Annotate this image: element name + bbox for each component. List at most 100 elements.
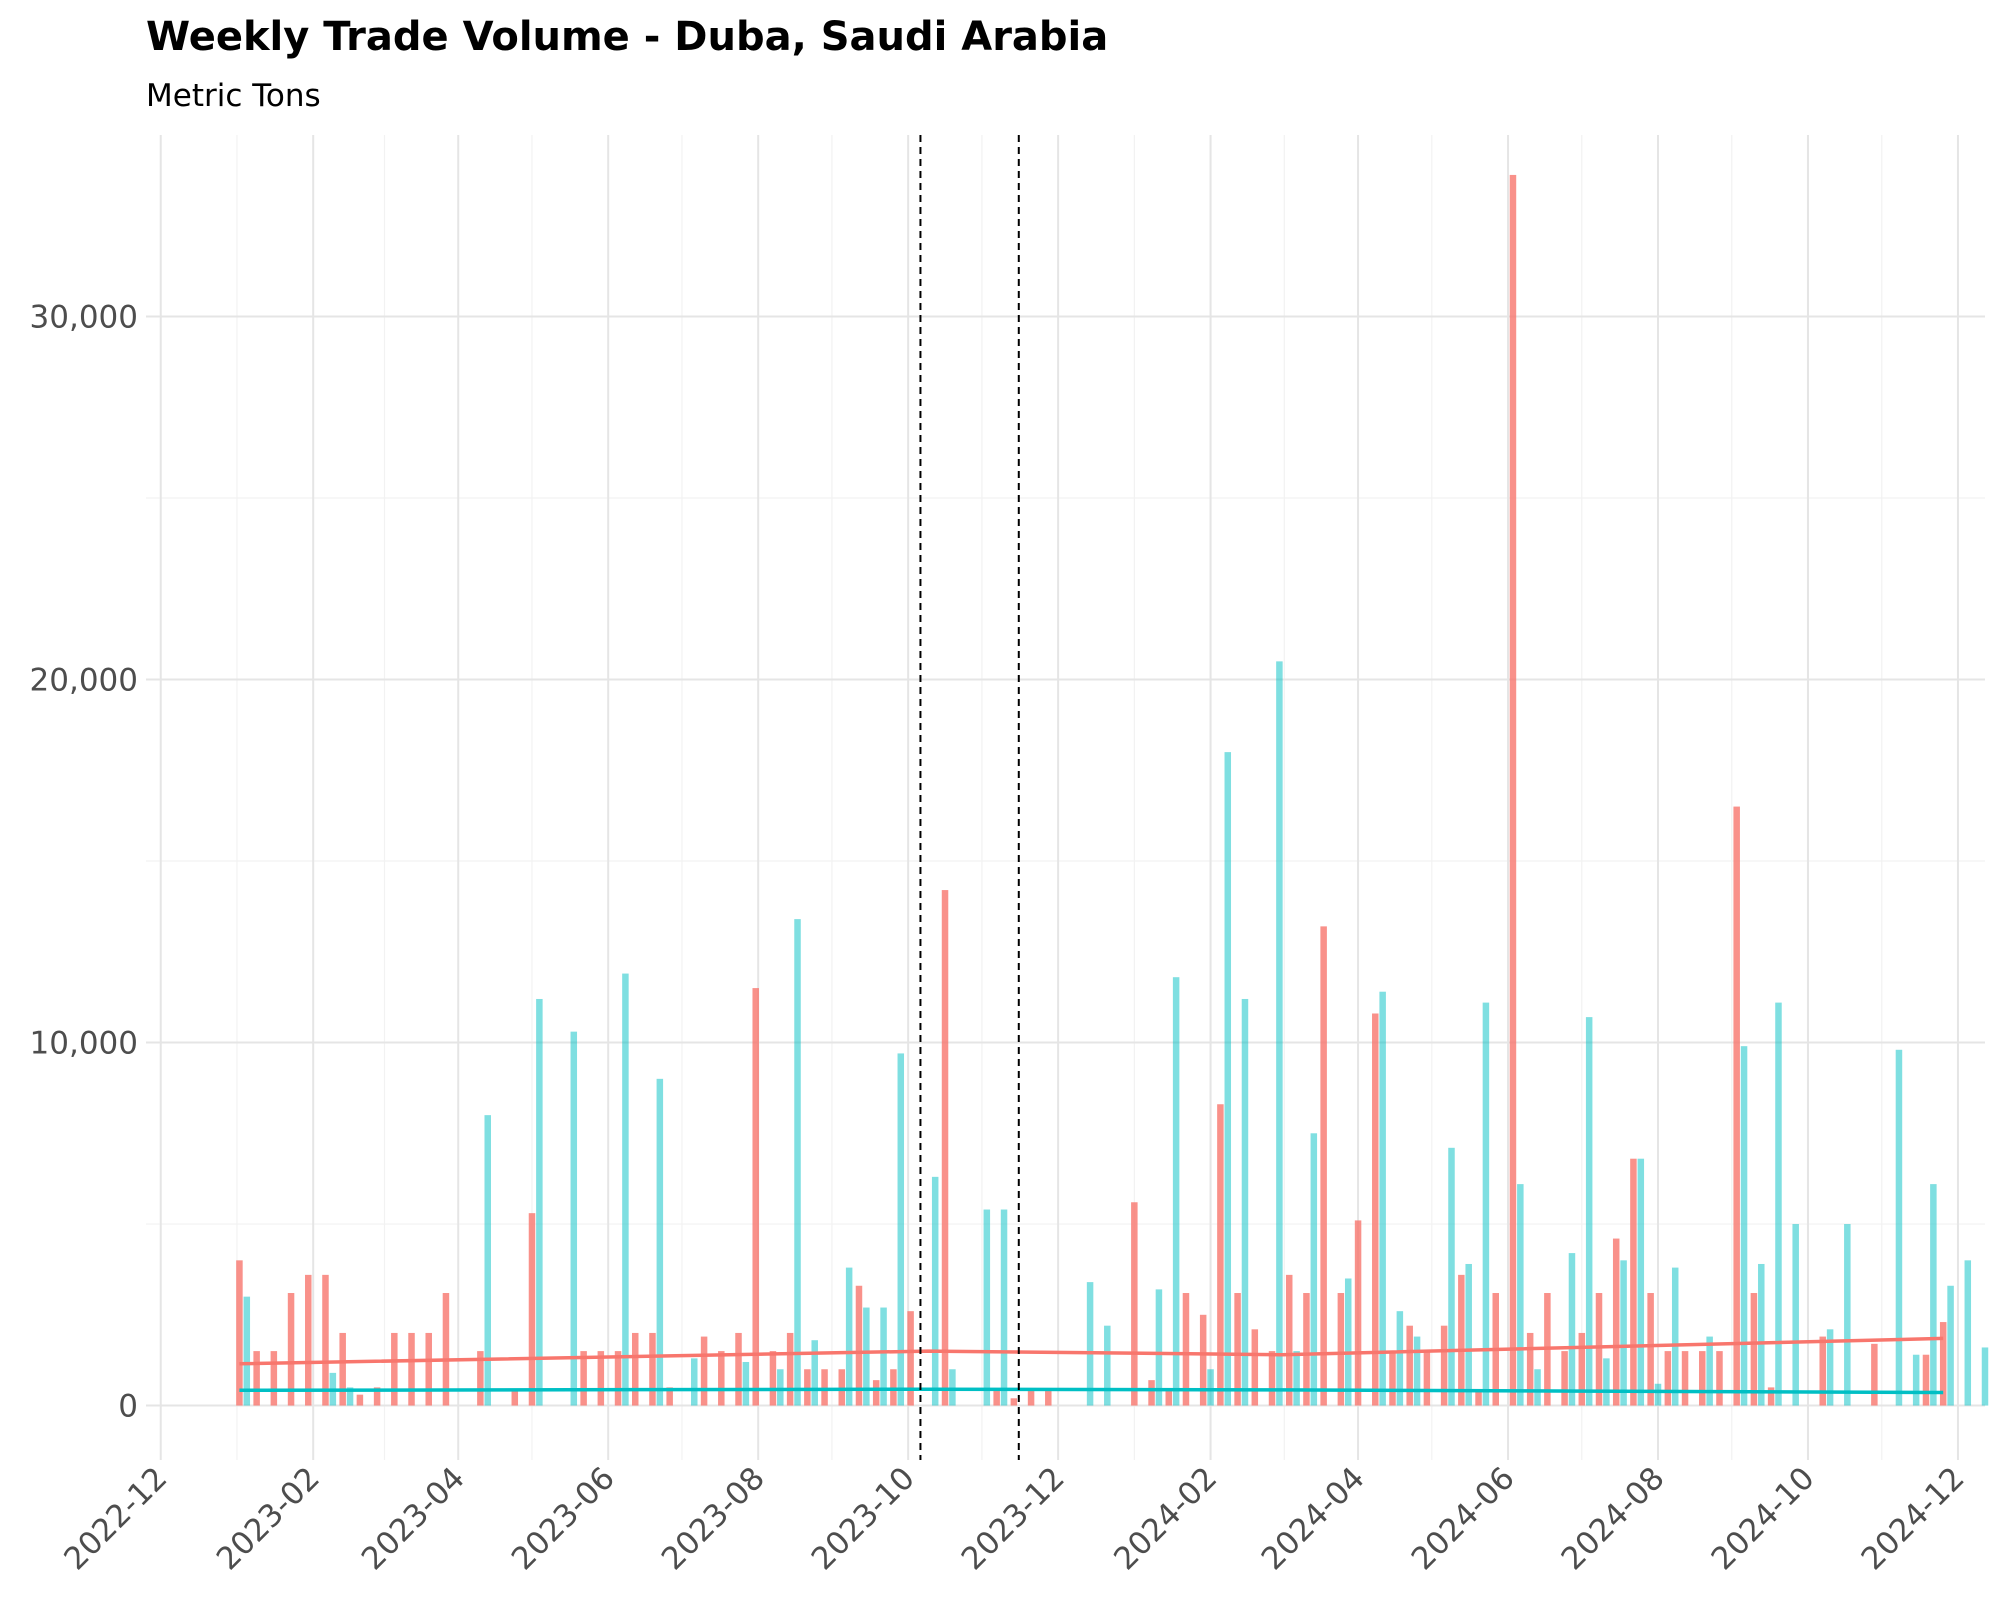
bar: [1922, 1354, 1930, 1406]
bar: [1767, 1387, 1775, 1406]
bar: [1637, 1158, 1645, 1406]
bar: [718, 1351, 725, 1406]
bar: [1844, 1224, 1851, 1406]
bar: [1199, 1314, 1207, 1406]
bar: [1148, 1380, 1155, 1406]
bar: [528, 1213, 536, 1406]
bar: [356, 1394, 364, 1406]
bar: [1895, 1049, 1903, 1406]
bar: [1939, 1322, 1947, 1406]
chart-title: Weekly Trade Volume - Duba, Saudi Arabia: [146, 14, 1109, 60]
bar: [1482, 1002, 1490, 1406]
bar: [1010, 1398, 1018, 1406]
x-tick-label: 2024-12: [1855, 1460, 1972, 1577]
bar: [1303, 1293, 1310, 1406]
bar: [1681, 1351, 1689, 1406]
bar: [622, 973, 629, 1406]
bar: [1465, 1263, 1472, 1406]
bar: [580, 1351, 587, 1406]
bar: [1792, 1224, 1799, 1406]
bar: [1603, 1358, 1610, 1406]
bar: [1664, 1351, 1672, 1406]
bar: [1344, 1278, 1352, 1406]
bar: [1912, 1354, 1920, 1406]
bar: [735, 1332, 742, 1406]
bar: [287, 1293, 295, 1406]
bar: [890, 1369, 897, 1406]
x-tick-label: 2023-02: [210, 1460, 327, 1577]
bar: [253, 1351, 260, 1406]
bar: [838, 1369, 846, 1406]
bar: [1423, 1351, 1431, 1406]
bar: [1561, 1351, 1568, 1406]
bar: [845, 1267, 853, 1406]
bar: [811, 1340, 818, 1406]
x-tick-label: 2023-04: [355, 1460, 472, 1577]
bar: [855, 1285, 863, 1406]
bar: [1930, 1184, 1937, 1406]
bar: [1578, 1332, 1586, 1406]
bar: [1647, 1293, 1654, 1406]
bar: [322, 1274, 329, 1406]
bar: [1509, 174, 1517, 1406]
x-tick-label: 2024-08: [1555, 1460, 1672, 1577]
bar: [993, 1391, 1000, 1406]
bar: [752, 988, 759, 1406]
y-tick-label: 30,000: [30, 300, 138, 336]
bar: [941, 890, 949, 1406]
bar: [1585, 1017, 1593, 1406]
bar: [656, 1078, 664, 1406]
bar: [1440, 1325, 1448, 1406]
bar: [1406, 1325, 1413, 1406]
bar: [597, 1351, 605, 1406]
bar: [1131, 1202, 1138, 1406]
bar: [614, 1351, 622, 1406]
bar: [700, 1336, 708, 1406]
bar: [983, 1209, 991, 1406]
bar: [880, 1307, 887, 1406]
bar: [1534, 1369, 1541, 1406]
bar: [1568, 1253, 1576, 1406]
bar: [1981, 1347, 1989, 1406]
bar: [1155, 1289, 1163, 1406]
bar: [1389, 1351, 1396, 1406]
trend-line: [239, 1336, 1944, 1366]
bar: [1750, 1293, 1758, 1406]
bar: [863, 1307, 870, 1406]
bar: [442, 1293, 450, 1406]
bar: [236, 1260, 243, 1406]
bar: [742, 1361, 750, 1406]
bar: [1234, 1293, 1241, 1406]
bar: [1630, 1158, 1637, 1406]
bar: [1045, 1391, 1052, 1406]
bar: [632, 1332, 639, 1406]
bar: [1620, 1260, 1627, 1406]
bar: [1775, 1002, 1782, 1406]
bar: [1276, 661, 1283, 1406]
bar: [794, 919, 801, 1406]
bar: [1871, 1343, 1878, 1406]
bar: [1654, 1383, 1662, 1406]
bar: [391, 1332, 398, 1406]
bar: [1819, 1336, 1826, 1406]
bar: [243, 1296, 251, 1406]
bar: [1165, 1391, 1173, 1406]
bar: [346, 1387, 354, 1406]
bar: [777, 1369, 784, 1406]
bar: [1372, 1013, 1379, 1406]
bar: [570, 1031, 578, 1406]
bar: [821, 1369, 828, 1406]
bar: [931, 1176, 939, 1406]
bar: [649, 1332, 656, 1406]
bar: [1172, 977, 1180, 1406]
bar: [1458, 1274, 1465, 1406]
bar: [897, 1053, 905, 1406]
bar: [949, 1369, 956, 1406]
bar: [425, 1332, 432, 1406]
bar: [1086, 1282, 1094, 1406]
bar: [1826, 1329, 1834, 1406]
bar: [477, 1351, 484, 1406]
bar: [769, 1351, 777, 1406]
bar: [786, 1332, 794, 1406]
